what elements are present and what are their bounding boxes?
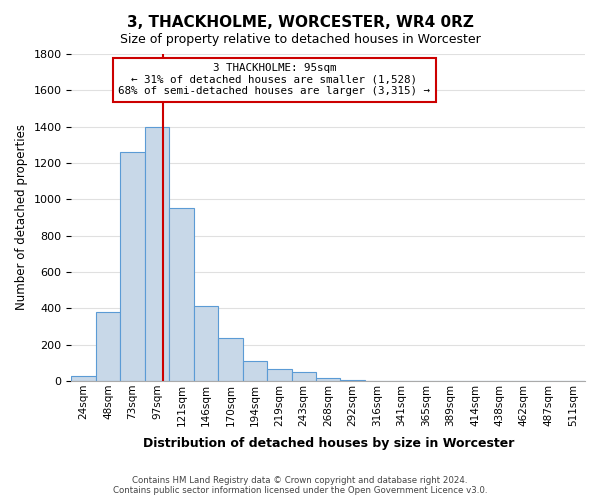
Bar [267,368,292,381]
Bar [194,306,218,381]
Text: 3, THACKHOLME, WORCESTER, WR4 0RZ: 3, THACKHOLME, WORCESTER, WR4 0RZ [127,15,473,30]
Bar [316,378,340,381]
X-axis label: Distribution of detached houses by size in Worcester: Distribution of detached houses by size … [143,437,514,450]
Bar [242,361,267,381]
Bar [340,380,365,381]
Bar [292,372,316,381]
Y-axis label: Number of detached properties: Number of detached properties [15,124,28,310]
Bar [169,208,194,381]
Bar [96,312,121,381]
Bar [121,152,145,381]
Text: 3 THACKHOLME: 95sqm
← 31% of detached houses are smaller (1,528)
68% of semi-det: 3 THACKHOLME: 95sqm ← 31% of detached ho… [118,63,430,96]
Bar [218,338,242,381]
Bar [71,376,96,381]
Text: Contains HM Land Registry data © Crown copyright and database right 2024.
Contai: Contains HM Land Registry data © Crown c… [113,476,487,495]
Text: Size of property relative to detached houses in Worcester: Size of property relative to detached ho… [119,32,481,46]
Bar [145,126,169,381]
